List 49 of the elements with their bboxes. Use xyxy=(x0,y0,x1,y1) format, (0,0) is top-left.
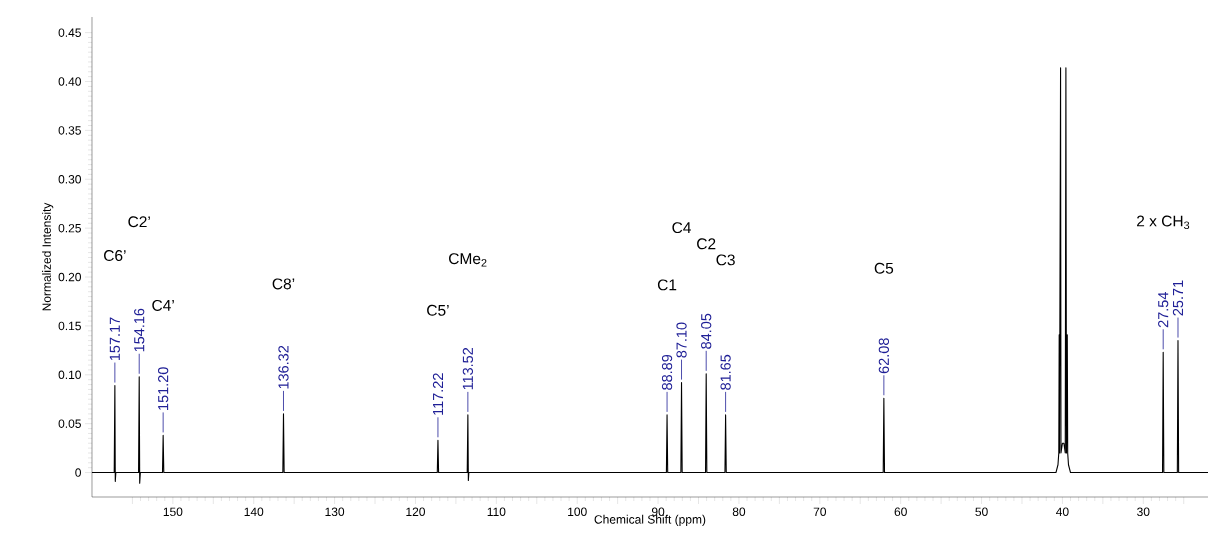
y-tick-label: 0.45 xyxy=(58,28,81,37)
x-tick-label: 60 xyxy=(894,507,907,517)
x-tick-label: 140 xyxy=(244,507,264,517)
y-tick-label: 0 xyxy=(75,468,81,477)
x-axis-title: Chemical Shift (ppm) xyxy=(594,514,706,527)
annotation: 136.32 xyxy=(278,345,289,389)
annotation: 62.08 xyxy=(878,338,889,374)
annotation: C2’ xyxy=(128,216,150,228)
x-tick-label: 30 xyxy=(1137,507,1150,517)
y-tick-label: 0.20 xyxy=(58,272,81,282)
x-tick-label: 70 xyxy=(813,507,827,517)
x-tick-label: 130 xyxy=(325,507,345,517)
annotation: C1 xyxy=(657,279,677,291)
y-tick-label: 0.15 xyxy=(58,321,81,331)
x-tick-label: 80 xyxy=(732,507,746,517)
y-tick-label: 0.10 xyxy=(58,370,81,380)
annotation: 87.10 xyxy=(676,322,687,358)
annotation: 88.89 xyxy=(661,354,673,390)
annotation: C4’ xyxy=(152,299,174,311)
annotation: C5’ xyxy=(427,304,449,316)
x-tick-label: 120 xyxy=(406,507,425,517)
annotation: 2 x CH$_{3}$ xyxy=(1137,215,1190,230)
y-tick-label: 0.35 xyxy=(58,126,81,135)
y-tick-label: 0.40 xyxy=(58,77,81,86)
y-tick-label: 0.05 xyxy=(58,419,81,428)
x-tick-label: 100 xyxy=(568,507,587,517)
annotation: C6’ xyxy=(104,250,126,262)
annotation: 117.22 xyxy=(432,373,444,415)
annotation: 154.16 xyxy=(134,308,145,352)
y-tick-label: 0.25 xyxy=(58,223,81,233)
x-tick-label: 150 xyxy=(163,507,183,517)
annotation: C8’ xyxy=(272,278,295,290)
annotation: 151.20 xyxy=(158,367,169,410)
x-tick-label: 40 xyxy=(1056,507,1069,517)
annotation: 27.54 xyxy=(1158,292,1169,328)
annotation: C2 xyxy=(697,238,716,250)
annotation: C5 xyxy=(874,262,894,274)
annotation: 84.05 xyxy=(701,313,712,349)
annotation: C4 xyxy=(672,222,691,234)
annotation: 25.71 xyxy=(1172,280,1184,316)
annotation: C3 xyxy=(716,254,735,266)
y-tick-label: 0.30 xyxy=(58,175,81,184)
annotation: 113.52 xyxy=(462,347,473,390)
x-tick-label: 110 xyxy=(487,507,506,517)
y-axis-title: Normalized Intensity xyxy=(42,202,54,311)
annotation: CMe$_{2}$ xyxy=(449,253,487,267)
annotation: 81.65 xyxy=(720,354,731,390)
annotation: 157.17 xyxy=(109,317,120,361)
x-tick-label: 50 xyxy=(975,507,988,517)
